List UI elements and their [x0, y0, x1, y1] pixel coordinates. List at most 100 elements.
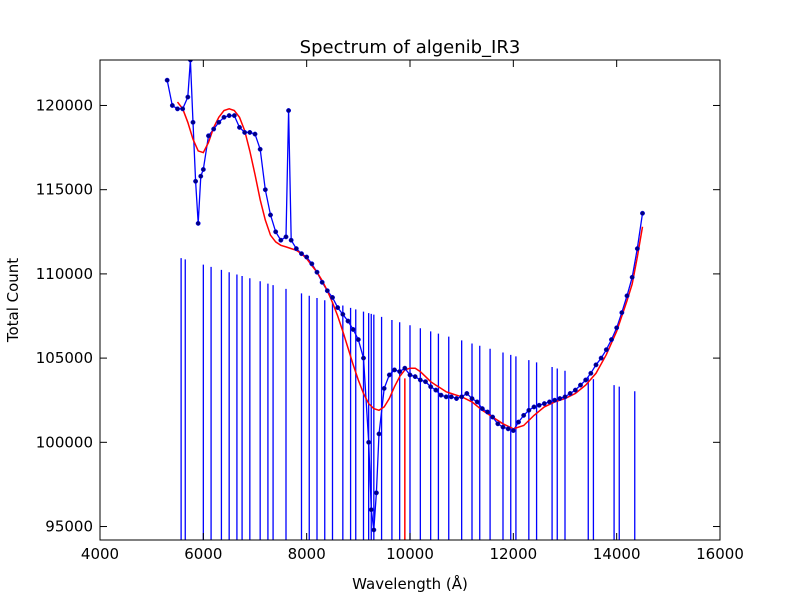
data-point-56 [423, 379, 428, 385]
data-point-76 [526, 407, 532, 413]
data-point-95 [624, 293, 630, 299]
data-point-43 [366, 439, 372, 445]
data-point-17 [237, 124, 242, 130]
x-tick-label-3: 10000 [386, 545, 434, 563]
data-point-66 [474, 399, 480, 405]
data-point-38 [340, 311, 346, 317]
data-point-79 [541, 401, 547, 407]
data-point-53 [407, 372, 413, 378]
data-point-86 [578, 382, 583, 388]
data-point-4 [185, 94, 191, 100]
data-point-80 [547, 399, 552, 405]
data-point-63 [459, 394, 465, 400]
data-point-10 [200, 167, 206, 172]
data-point-42 [361, 355, 366, 361]
data-point-72 [505, 426, 511, 432]
data-point-77 [531, 404, 537, 410]
data-point-26 [283, 234, 289, 240]
data-point-49 [386, 372, 392, 378]
data-point-78 [536, 402, 542, 408]
data-point-37 [335, 305, 341, 311]
data-point-62 [454, 396, 459, 401]
x-tick-label-2: 8000 [288, 545, 326, 563]
data-point-59 [438, 392, 444, 398]
data-point-25 [278, 237, 284, 243]
data-point-98 [640, 210, 645, 216]
data-point-84 [567, 391, 573, 396]
data-point-15 [226, 113, 232, 119]
y-tick-label-0: 95000 [45, 518, 93, 536]
data-point-50 [392, 367, 397, 373]
data-point-33 [314, 269, 320, 275]
y-tick-label-4: 115000 [36, 181, 93, 199]
data-point-90 [598, 355, 604, 361]
data-point-7 [193, 178, 199, 184]
data-point-1 [169, 103, 175, 108]
data-point-23 [268, 212, 273, 218]
data-point-24 [273, 229, 279, 235]
data-point-12 [211, 126, 217, 132]
x-tick-label-6: 16000 [696, 545, 744, 563]
data-point-22 [262, 187, 268, 193]
data-point-81 [552, 397, 558, 403]
data-point-96 [629, 274, 635, 280]
data-point-14 [221, 114, 227, 120]
x-tick-label-1: 6000 [184, 545, 222, 563]
data-point-40 [350, 327, 356, 332]
data-point-28 [288, 237, 294, 243]
data-point-45 [371, 527, 377, 533]
data-point-21 [257, 146, 263, 152]
data-point-52 [402, 365, 408, 371]
data-point-3 [180, 106, 186, 112]
data-point-13 [216, 119, 222, 125]
data-point-82 [557, 396, 563, 401]
data-point-34 [319, 279, 325, 285]
data-point-92 [609, 337, 614, 343]
data-point-2 [175, 106, 180, 112]
data-point-0 [164, 77, 170, 83]
data-point-64 [464, 391, 470, 396]
data-point-97 [634, 246, 640, 252]
data-point-30 [299, 251, 304, 257]
chart-title: Spectrum of algenib_IR3 [300, 37, 521, 58]
data-point-75 [521, 412, 527, 418]
data-point-35 [324, 288, 330, 294]
data-point-31 [304, 254, 310, 260]
data-point-57 [428, 384, 434, 390]
data-point-19 [247, 129, 253, 135]
data-point-46 [373, 490, 379, 496]
data-point-85 [572, 387, 578, 393]
data-point-6 [190, 119, 196, 125]
data-point-55 [417, 377, 423, 383]
data-point-20 [252, 131, 258, 137]
data-point-32 [309, 261, 315, 267]
data-point-60 [443, 394, 449, 400]
y-tick-label-1: 100000 [36, 433, 93, 451]
data-point-69 [490, 414, 496, 420]
x-axis-label: Wavelength (Å) [352, 574, 468, 593]
data-point-54 [412, 374, 418, 380]
y-tick-label-2: 105000 [36, 349, 93, 367]
data-point-36 [330, 295, 335, 300]
x-tick-label-0: 4000 [81, 545, 119, 563]
fit-series-line [176, 101, 644, 430]
axis-ticks: 4000 6000 8000 10000 12000 14000 16000 95000 100… [36, 60, 744, 563]
data-point-8 [195, 220, 201, 226]
data-point-11 [206, 133, 211, 139]
y-tick-label-5: 120000 [36, 96, 93, 114]
data-point-5 [187, 60, 193, 63]
data-point-73 [510, 428, 516, 433]
data-point-41 [355, 337, 361, 343]
data-point-94 [619, 310, 625, 316]
data-point-16 [231, 113, 237, 119]
data-point-70 [495, 421, 501, 427]
x-tick-label-5: 14000 [593, 545, 641, 563]
data-point-18 [242, 129, 248, 135]
data-point-87 [583, 377, 589, 383]
data-point-83 [562, 394, 568, 400]
y-tick-label-3: 110000 [36, 265, 93, 283]
data-point-39 [345, 318, 351, 324]
data-point-67 [479, 406, 485, 412]
data-point-29 [293, 246, 299, 252]
